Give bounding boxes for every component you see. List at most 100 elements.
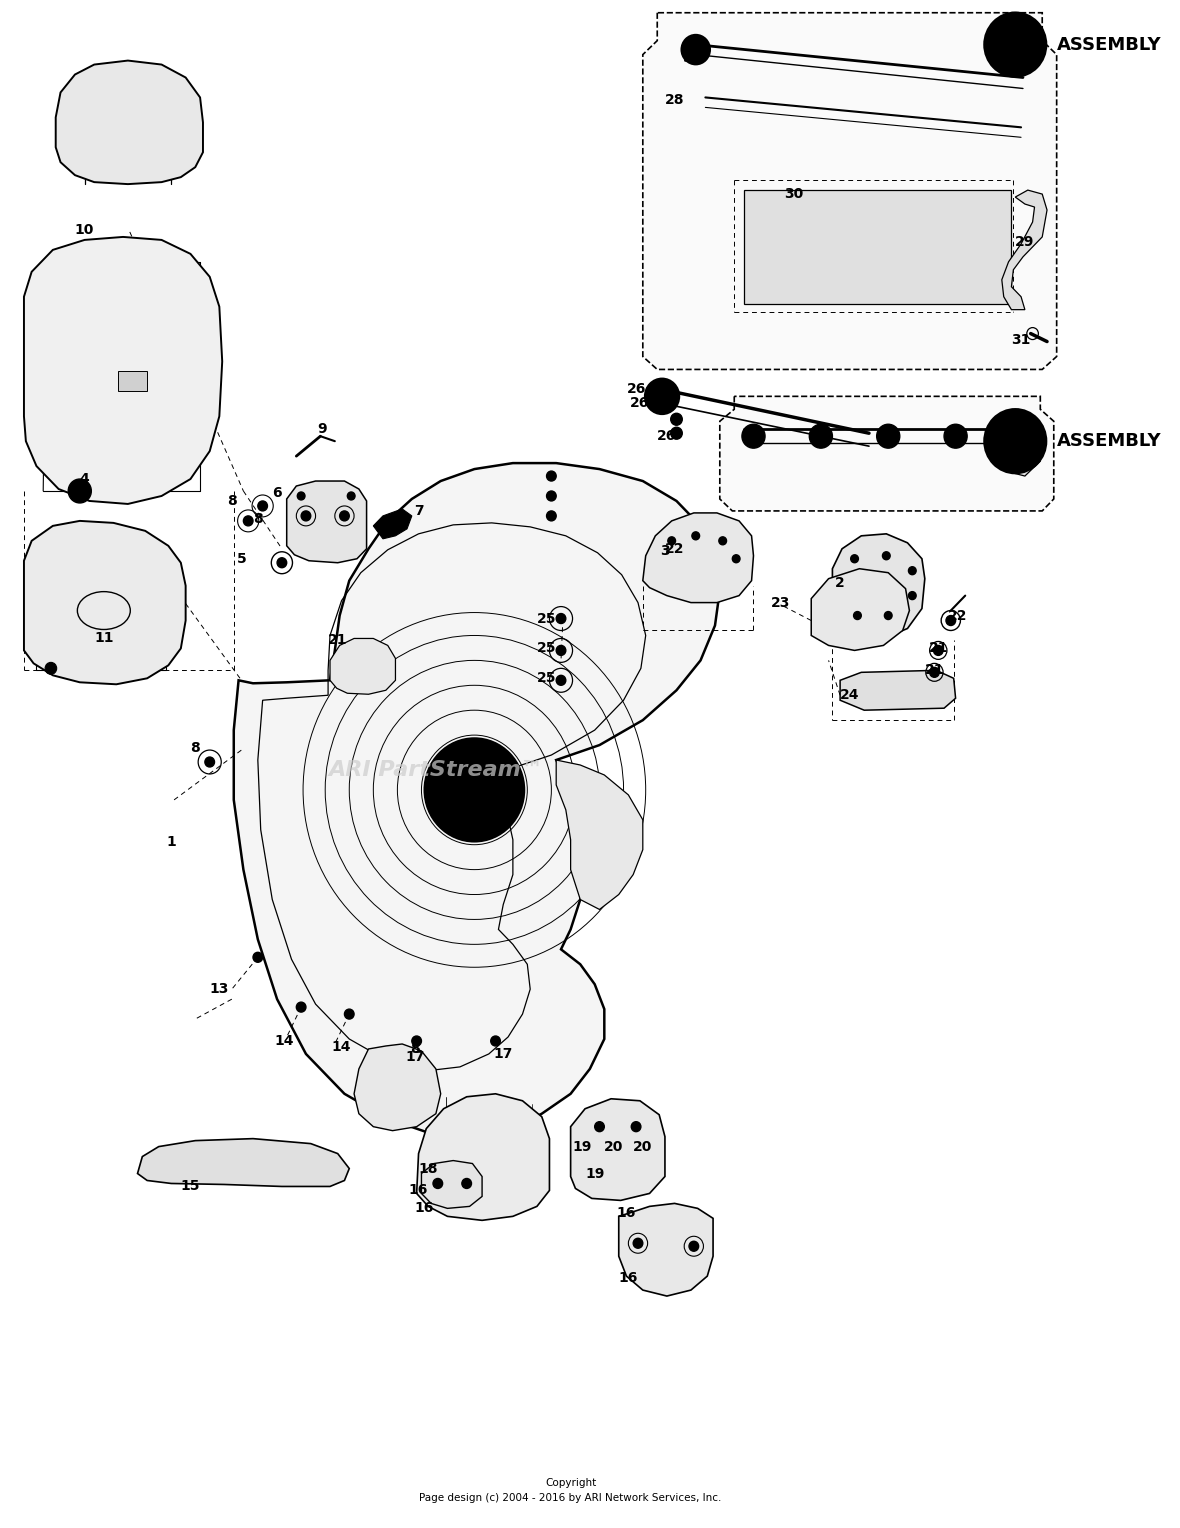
- Text: 4: 4: [80, 472, 90, 486]
- Polygon shape: [1011, 426, 1041, 477]
- Text: 22: 22: [948, 608, 968, 622]
- Polygon shape: [1002, 189, 1047, 310]
- Circle shape: [425, 738, 524, 842]
- Polygon shape: [832, 533, 925, 640]
- Circle shape: [257, 501, 268, 510]
- Polygon shape: [373, 509, 412, 539]
- Polygon shape: [417, 1094, 550, 1221]
- Polygon shape: [840, 671, 956, 711]
- Circle shape: [668, 536, 675, 545]
- Circle shape: [243, 516, 253, 526]
- Text: 5: 5: [683, 50, 693, 64]
- Text: 21: 21: [929, 642, 948, 656]
- Text: 25: 25: [537, 611, 556, 625]
- Circle shape: [205, 756, 215, 767]
- Circle shape: [681, 35, 710, 64]
- Circle shape: [457, 772, 492, 808]
- Text: 16: 16: [618, 1271, 638, 1285]
- Text: 13: 13: [210, 983, 229, 996]
- Polygon shape: [556, 759, 643, 909]
- Text: 20: 20: [604, 1140, 623, 1154]
- Text: 12: 12: [472, 822, 492, 837]
- Text: ARI PartStream™: ARI PartStream™: [328, 759, 543, 779]
- Polygon shape: [811, 568, 910, 651]
- Text: 27: 27: [1003, 35, 1028, 53]
- Text: 17: 17: [493, 1047, 513, 1060]
- Circle shape: [984, 12, 1047, 76]
- Text: 8: 8: [227, 494, 237, 507]
- Polygon shape: [571, 1099, 666, 1201]
- Circle shape: [851, 555, 858, 562]
- Text: 19: 19: [572, 1140, 592, 1154]
- Text: 14: 14: [274, 1034, 294, 1048]
- Text: 8: 8: [409, 1042, 420, 1056]
- Polygon shape: [354, 1044, 440, 1131]
- Circle shape: [631, 1122, 641, 1132]
- Text: 25: 25: [537, 642, 556, 656]
- Text: 16: 16: [414, 1201, 434, 1215]
- Circle shape: [691, 532, 700, 539]
- Circle shape: [909, 567, 916, 575]
- Text: 23: 23: [771, 596, 791, 610]
- Circle shape: [76, 486, 85, 497]
- Circle shape: [470, 770, 479, 779]
- Text: 24: 24: [840, 688, 859, 703]
- Text: 31: 31: [1011, 333, 1031, 347]
- Text: 5: 5: [237, 552, 247, 565]
- Circle shape: [670, 428, 682, 439]
- Polygon shape: [330, 639, 395, 694]
- Circle shape: [946, 616, 956, 625]
- Text: 9: 9: [317, 422, 327, 435]
- Circle shape: [461, 1178, 472, 1189]
- Polygon shape: [421, 1161, 483, 1209]
- Text: 19: 19: [585, 1166, 604, 1181]
- Polygon shape: [55, 61, 203, 183]
- Circle shape: [556, 645, 566, 656]
- Circle shape: [644, 379, 680, 414]
- Circle shape: [742, 425, 765, 448]
- Circle shape: [296, 1002, 306, 1012]
- Circle shape: [933, 645, 943, 656]
- Circle shape: [884, 611, 892, 619]
- Circle shape: [45, 662, 57, 674]
- Circle shape: [546, 490, 556, 501]
- Polygon shape: [643, 513, 754, 602]
- Circle shape: [634, 1238, 643, 1248]
- Circle shape: [491, 1036, 500, 1047]
- Circle shape: [944, 425, 968, 448]
- Polygon shape: [138, 1138, 349, 1186]
- Circle shape: [809, 425, 832, 448]
- Circle shape: [68, 480, 91, 503]
- Polygon shape: [720, 396, 1054, 510]
- Circle shape: [347, 492, 355, 500]
- Text: ASSEMBLY: ASSEMBLY: [1056, 35, 1161, 53]
- Text: 29: 29: [1015, 235, 1035, 249]
- Circle shape: [984, 410, 1047, 474]
- Text: 2: 2: [835, 576, 845, 590]
- Polygon shape: [118, 371, 148, 391]
- Circle shape: [670, 413, 682, 425]
- Polygon shape: [287, 481, 367, 562]
- Text: 21: 21: [925, 663, 944, 677]
- Text: 6: 6: [273, 486, 282, 500]
- Polygon shape: [643, 12, 1056, 370]
- Circle shape: [883, 552, 890, 559]
- Text: 22: 22: [664, 542, 684, 556]
- Circle shape: [546, 471, 556, 481]
- Polygon shape: [234, 463, 720, 1137]
- Polygon shape: [24, 237, 222, 504]
- Circle shape: [689, 1241, 699, 1251]
- Polygon shape: [743, 189, 1011, 304]
- Circle shape: [595, 1122, 604, 1132]
- Polygon shape: [618, 1204, 713, 1296]
- Circle shape: [253, 952, 263, 963]
- Circle shape: [556, 614, 566, 623]
- Text: 14: 14: [332, 1041, 352, 1054]
- Text: 8: 8: [190, 741, 201, 755]
- Circle shape: [433, 1178, 442, 1189]
- Text: 26: 26: [627, 382, 645, 396]
- Text: 8: 8: [253, 512, 263, 526]
- Text: ASSEMBLY: ASSEMBLY: [1056, 432, 1161, 451]
- Circle shape: [877, 425, 900, 448]
- Circle shape: [345, 1008, 354, 1019]
